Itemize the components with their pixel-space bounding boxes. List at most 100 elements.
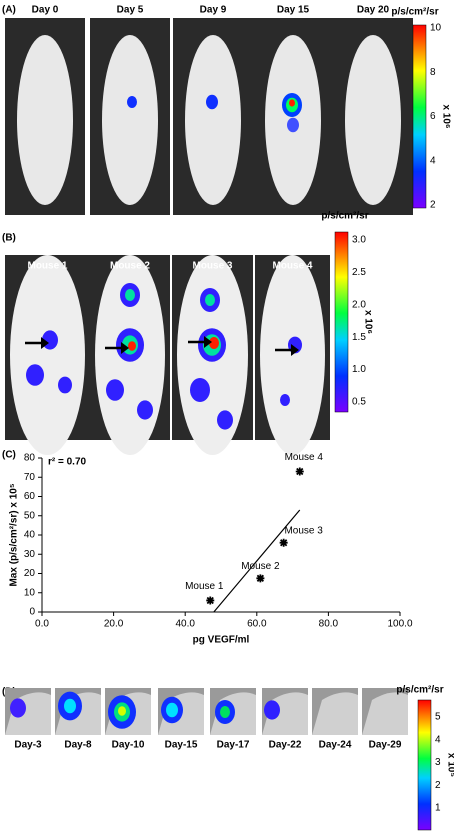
signal <box>125 289 135 301</box>
signal <box>106 379 124 401</box>
y-tick-label: 0 <box>29 607 35 618</box>
colorbar <box>334 231 349 413</box>
colorbar <box>417 699 432 831</box>
signal <box>137 400 153 420</box>
x-tick-label: 40.0 <box>175 619 195 630</box>
y-tick-label: 50 <box>24 510 36 521</box>
image-label: Day 20 <box>357 5 390 16</box>
signal <box>128 341 136 351</box>
fit-line <box>213 509 301 613</box>
colorbar-tick-label: 4 <box>435 734 441 745</box>
point <box>256 574 265 583</box>
image-label: Mouse 2 <box>110 261 150 272</box>
image-label: Day-3 <box>14 740 42 751</box>
y-tick-label: 70 <box>24 472 36 483</box>
signal <box>118 706 126 716</box>
signal <box>280 394 290 406</box>
signal <box>190 378 210 402</box>
mouse-body <box>185 35 241 205</box>
y-tick-label: 10 <box>24 587 36 598</box>
x-tick-label: 100.0 <box>387 619 412 630</box>
colorbar-tick-label: 2.0 <box>352 299 366 310</box>
panel-label: (C) <box>2 450 16 461</box>
image-label: Mouse 3 <box>192 261 232 272</box>
point <box>279 538 288 547</box>
colorbar-tick-label: 3.0 <box>352 235 366 246</box>
signal <box>26 364 44 386</box>
colorbar-scale: x 10⁶ <box>362 310 373 334</box>
colorbar-tick-label: 8 <box>430 67 436 78</box>
colorbar-tick-label: 6 <box>430 111 436 122</box>
colorbar-tick-label: 2 <box>430 200 436 211</box>
point-label: Mouse 1 <box>185 581 224 592</box>
panel-label: (B) <box>2 233 16 244</box>
signal <box>58 376 72 394</box>
colorbar-scale: x 10⁵ <box>445 753 454 777</box>
image-label: Mouse 4 <box>272 261 312 272</box>
arrow-head <box>41 337 49 349</box>
colorbar-tick-label: 2 <box>435 780 441 791</box>
y-tick-label: 30 <box>24 549 36 560</box>
image-label: Day-15 <box>165 740 198 751</box>
mouse-body <box>260 255 325 455</box>
signal <box>64 698 76 714</box>
y-tick-label: 60 <box>24 491 36 502</box>
image-label: Day-22 <box>269 740 302 751</box>
signal <box>205 294 215 306</box>
signal <box>289 99 295 107</box>
x-tick-label: 80.0 <box>319 619 339 630</box>
arrow-head <box>121 342 129 354</box>
colorbar-tick-label: 4 <box>430 155 436 166</box>
image-label: Day-10 <box>112 740 145 751</box>
colorbar-tick-label: 3 <box>435 757 441 768</box>
colorbar-title: p/s/cm²/sr <box>321 211 368 222</box>
image-label: Mouse 1 <box>27 261 67 272</box>
colorbar-tick-label: 2.5 <box>352 267 366 278</box>
annotation: r² = 0.70 <box>48 457 87 468</box>
y-tick-label: 40 <box>24 530 36 541</box>
image-label: Day-17 <box>217 740 250 751</box>
point-label: Mouse 4 <box>285 452 324 463</box>
colorbar-tick-label: 0.5 <box>352 397 366 408</box>
point <box>206 596 215 605</box>
image-label: Day-29 <box>369 740 402 751</box>
signal <box>217 410 233 430</box>
signal <box>209 337 219 349</box>
colorbar-tick-label: 1.5 <box>352 332 366 343</box>
signal <box>287 117 299 133</box>
arrow-head <box>204 336 212 348</box>
tissue <box>312 692 358 735</box>
signal <box>166 702 178 718</box>
arrow-head <box>291 344 299 356</box>
colorbar <box>412 24 427 209</box>
signal <box>264 700 280 720</box>
y-axis-label: Max (p/s/cm²/sr) x 10⁵ <box>9 483 20 586</box>
signal <box>127 96 137 108</box>
image-label: Day 0 <box>32 5 59 16</box>
image-label: Day 5 <box>117 5 144 16</box>
point-label: Mouse 2 <box>241 561 280 572</box>
colorbar-tick-label: 1 <box>435 803 441 814</box>
colorbar-title: p/s/cm²/sr <box>396 685 443 696</box>
colorbar-tick-label: 5 <box>435 712 441 723</box>
x-axis-label: pg VEGF/ml <box>193 635 250 646</box>
point-label: Mouse 3 <box>284 525 323 536</box>
mouse-body <box>345 35 401 205</box>
point <box>295 467 304 476</box>
signal <box>10 698 26 718</box>
image-label: Day-8 <box>64 740 92 751</box>
panel-label: (A) <box>2 5 16 16</box>
image-label: Day 9 <box>200 5 227 16</box>
x-tick-label: 0.0 <box>35 619 49 630</box>
y-tick-label: 80 <box>24 453 36 464</box>
signal <box>220 706 230 718</box>
signal <box>206 94 218 110</box>
colorbar-title: p/s/cm²/sr <box>391 7 438 18</box>
tissue <box>362 692 408 735</box>
mouse-body <box>10 255 85 455</box>
x-tick-label: 60.0 <box>247 619 267 630</box>
image-label: Day-24 <box>319 740 352 751</box>
colorbar-tick-label: 10 <box>430 23 442 34</box>
y-tick-label: 20 <box>24 568 36 579</box>
